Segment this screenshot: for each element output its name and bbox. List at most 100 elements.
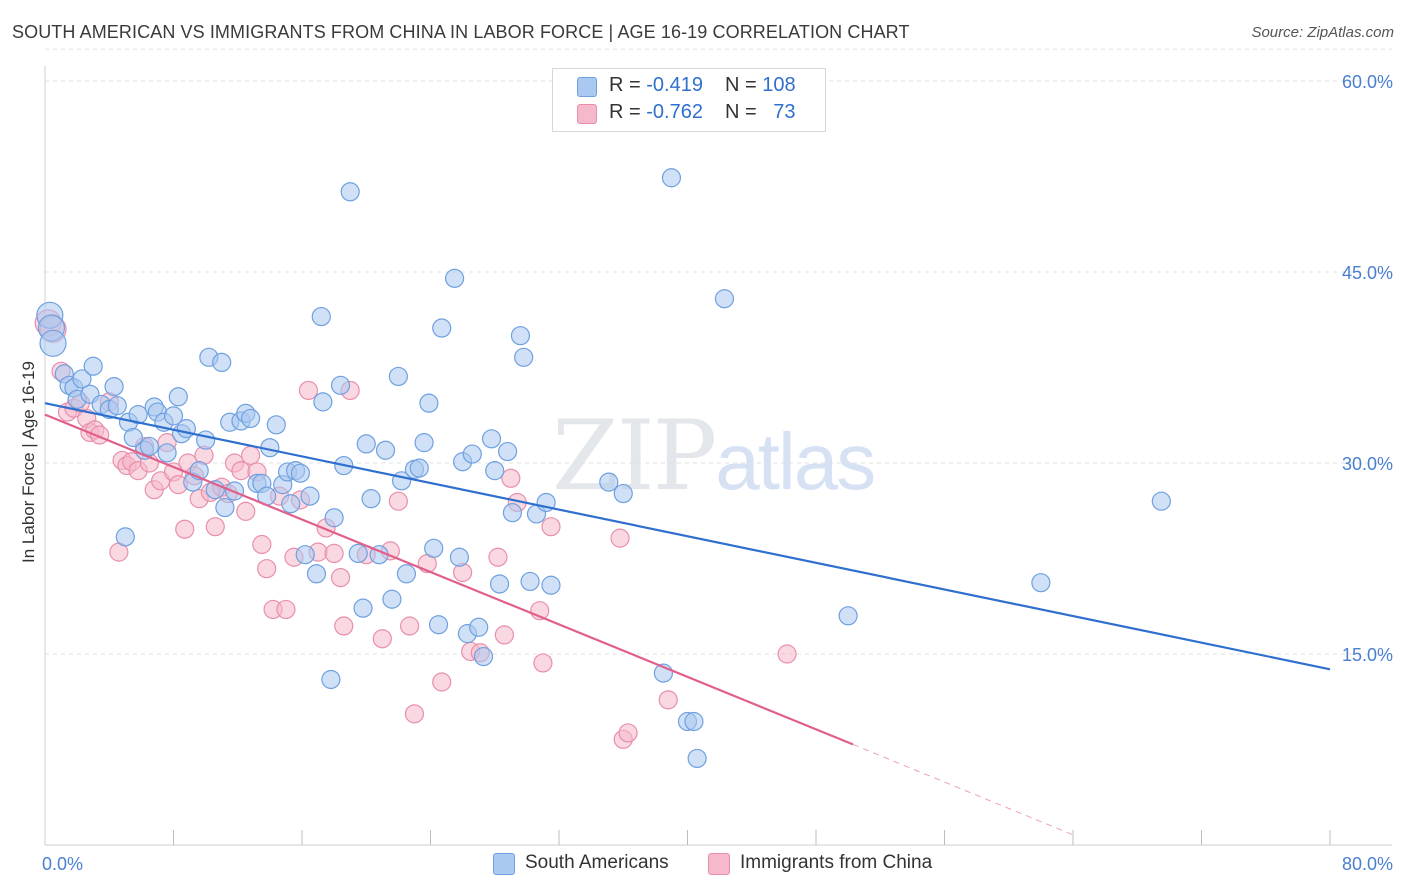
china-point: [488, 547, 508, 567]
south-american-point: [502, 503, 523, 523]
r-value: -0.419: [646, 74, 703, 96]
south-american-point: [324, 508, 344, 528]
south-american-point: [388, 366, 408, 387]
south-american-point: [520, 571, 540, 592]
south-american-point: [449, 547, 470, 567]
south-american-point: [396, 564, 417, 584]
south-american-point: [157, 443, 177, 463]
y-tick-label: 15.0%: [1342, 645, 1393, 665]
pink-swatch: [708, 853, 730, 875]
stats-text: R = -0.419 N = 108: [609, 74, 796, 96]
south-american-point: [139, 436, 160, 457]
china-point: [610, 528, 630, 548]
x-tick-label: 0.0%: [42, 854, 83, 874]
south-american-points: [36, 168, 1171, 769]
legend-label: Immigrants from China: [740, 852, 933, 873]
source-label: Source: ZipAtlas.com: [1251, 24, 1394, 41]
south-american-point: [514, 347, 534, 367]
china-point: [298, 380, 319, 401]
china-point: [330, 567, 351, 588]
south-american-point: [311, 306, 331, 327]
china-point: [236, 501, 256, 521]
south-american-point: [838, 606, 858, 626]
china-points: [34, 309, 797, 749]
blue-swatch: [493, 853, 515, 875]
south-american-point: [432, 318, 452, 338]
south-american-point: [541, 575, 561, 595]
south-american-point: [196, 430, 216, 450]
china-point: [494, 625, 514, 645]
china-point: [432, 672, 452, 692]
south-american-point: [168, 387, 188, 407]
china-point: [205, 517, 225, 537]
south-american-point: [107, 396, 127, 416]
south-american-point: [414, 433, 434, 453]
r-value: -0.762: [646, 101, 703, 123]
south-american-point: [424, 538, 444, 558]
south-american-point: [123, 427, 143, 448]
south-american-point: [176, 419, 196, 439]
series-legend: South Americans Immigrants from China: [0, 852, 1406, 878]
south-american-point: [684, 711, 704, 732]
china-point: [175, 519, 195, 539]
south-american-point: [266, 415, 286, 435]
y-tick-label: 45.0%: [1342, 263, 1393, 283]
south-american-point: [687, 748, 707, 769]
south-american-point: [330, 375, 351, 395]
china-point: [501, 468, 521, 488]
south-american-point: [340, 182, 360, 202]
south-american-point: [714, 289, 735, 309]
south-american-point: [661, 168, 682, 188]
y-axis-label: In Labor Force | Age 16-19: [19, 361, 38, 563]
china-point: [257, 559, 277, 579]
axis-labels: 15.0% 30.0% 45.0% 60.0% 0.0% 80.0% In Labor Fo…: [19, 72, 1393, 874]
china-point: [241, 445, 261, 465]
south-american-point: [115, 527, 135, 547]
south-american-point: [419, 393, 439, 413]
n-value: 73: [773, 101, 796, 123]
south-american-point: [462, 444, 482, 464]
stats-text: R = -0.762 N = 73: [609, 101, 796, 123]
south-american-point: [281, 494, 301, 514]
china-point: [618, 723, 638, 743]
blue-swatch: [577, 77, 597, 97]
south-american-point: [444, 268, 465, 288]
south-american-point: [348, 543, 368, 564]
china-point: [533, 653, 553, 673]
south-american-point: [489, 574, 510, 594]
south-american-point: [485, 461, 505, 481]
south-american-point: [1031, 573, 1051, 593]
south-american-point: [498, 441, 518, 462]
china-point: [404, 704, 425, 724]
watermark-atlas: atlas: [715, 417, 876, 506]
south-american-point: [72, 369, 92, 389]
gridlines: [45, 48, 1392, 655]
china-point: [541, 517, 561, 537]
china-point: [777, 644, 797, 664]
y-tick-label: 60.0%: [1342, 72, 1393, 92]
south-american-point: [215, 497, 235, 518]
stats-legend: R = -0.419 N = 108 R = -0.762 N = 73: [552, 68, 826, 132]
south-american-point: [300, 486, 320, 506]
china-point: [658, 690, 678, 710]
south-american-point: [128, 405, 148, 425]
south-american-trend-line: [44, 402, 1331, 671]
south-american-point: [306, 564, 327, 584]
china-trend-extension: [852, 743, 1074, 836]
china-point: [252, 534, 272, 555]
china-point: [334, 616, 354, 636]
south-american-point: [212, 352, 232, 373]
trend-lines: [44, 402, 1331, 836]
china-point: [324, 543, 344, 564]
south-american-point: [353, 598, 373, 618]
south-american-point: [428, 615, 449, 635]
china-point: [372, 629, 392, 649]
south-american-point: [409, 458, 429, 478]
watermark-zip: ZIP: [552, 400, 717, 512]
south-american-point: [473, 646, 494, 667]
south-american-point: [1151, 491, 1171, 511]
x-tick-label: 80.0%: [1342, 854, 1393, 874]
pink-swatch: [577, 104, 597, 124]
n-value: 108: [762, 74, 796, 96]
